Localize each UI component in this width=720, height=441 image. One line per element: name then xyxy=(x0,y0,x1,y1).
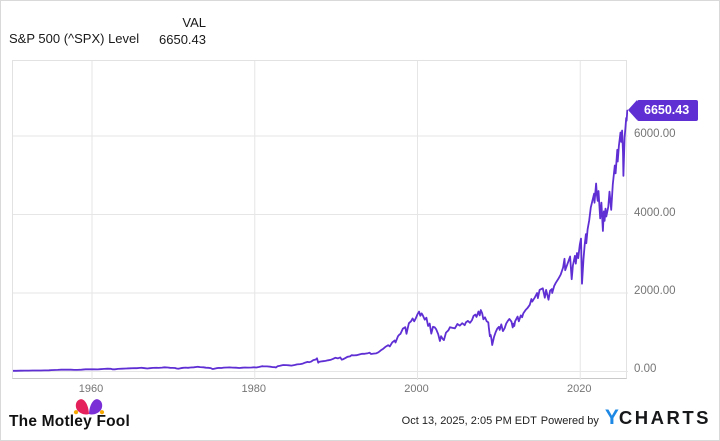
x-tick-label: 2000 xyxy=(404,383,429,395)
ycharts-logo[interactable]: Y xyxy=(604,406,619,429)
motley-fool-wordmark: The Motley Fool xyxy=(9,413,130,430)
callout-label: 6650.43 xyxy=(644,103,690,117)
x-tick-label: 2020 xyxy=(566,383,592,395)
value-column-header: VAL xyxy=(182,15,206,30)
jester-hat-icon xyxy=(73,399,105,415)
x-tick-label: 1980 xyxy=(241,383,266,395)
y-tick-label: 0.00 xyxy=(634,363,657,376)
spx-line-chart xyxy=(13,61,628,380)
footer: The Motley Fool Oct 13, 2025, 2:05 PM ED… xyxy=(1,394,719,440)
timestamp: Oct 13, 2025, 2:05 PM EDT xyxy=(401,415,537,427)
x-tick-label: 1960 xyxy=(78,383,104,395)
ycharts-wordmark[interactable]: CHARTS xyxy=(618,407,711,428)
motley-fool-logo[interactable]: The Motley Fool xyxy=(9,399,130,431)
series-title: S&P 500 (^SPX) Level xyxy=(9,31,140,46)
powered-by-label: Powered by xyxy=(540,415,599,427)
y-tick-label: 6000.00 xyxy=(634,128,676,141)
spx-series-line xyxy=(13,109,628,372)
value-callout: 6650.43 xyxy=(628,100,699,121)
chart-plot-area[interactable] xyxy=(12,60,628,380)
y-tick-label: 2000.00 xyxy=(634,285,676,297)
footer-attribution: Oct 13, 2025, 2:05 PM EDT Powered by Y C… xyxy=(402,406,711,430)
y-tick-label: 4000.00 xyxy=(634,206,676,219)
value-column-value: 6650.43 xyxy=(159,32,206,47)
callout-arrow-icon xyxy=(628,100,637,120)
value-column: VAL 6650.43 xyxy=(121,15,206,47)
